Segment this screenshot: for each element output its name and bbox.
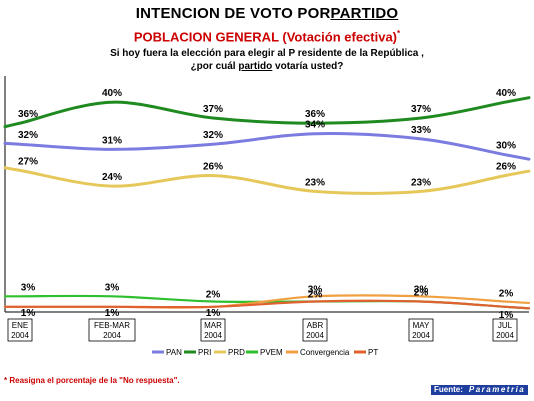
x-tick-label: 2004 [103,331,121,340]
data-label: 3% [414,284,429,295]
x-tick-label: MAY [413,321,430,330]
data-label: 23% [411,177,431,188]
data-label: 3% [308,284,323,295]
data-label: 1% [499,310,514,321]
subtitle-text: POBLACION GENERAL (Votación efectiva) [133,29,398,45]
x-tick-box [408,318,434,342]
data-label: 31% [102,135,122,146]
data-label: 27% [18,156,38,167]
data-label: 1% [21,308,36,319]
data-label: 32% [203,130,223,141]
data-label: 1% [105,308,120,319]
subtitle-mark: * [397,29,401,38]
data-label: 1% [206,308,221,319]
data-label: 3% [105,282,120,293]
question-line-1: Si hoy fuera la elección para elegir al … [110,48,424,59]
x-tick-box [7,318,33,342]
data-label: 3% [21,282,36,293]
data-label: 33% [411,125,431,136]
question-line-2-underlined: partido [238,61,273,72]
data-label: 30% [496,141,516,152]
x-tick-label: 2004 [412,331,430,340]
data-label: 23% [305,177,325,188]
data-label: 2% [414,288,429,299]
x-tick-label: FEB-MAR [94,321,130,330]
x-tick-label: JUL [498,321,513,330]
data-label: 2% [206,290,221,301]
data-label: 26% [203,162,223,173]
data-label: 36% [305,109,325,120]
title-underlined: PARTIDO [330,5,399,22]
title-prefix: INTENCION DE VOTO POR [135,5,331,22]
data-label: 40% [496,88,516,99]
legend-label: PT [368,348,378,357]
x-tick-label: ABR [307,321,324,330]
source-badge: Fuente: Parametria [431,385,528,395]
data-label: 2% [499,289,514,300]
question-line-2-suffix: votaría usted? [272,61,344,72]
legend-label: PAN [166,348,182,357]
legend-label: PRD [228,348,245,357]
series-line-pri [3,96,531,129]
x-tick-label: 2004 [306,331,324,340]
question-line-2-prefix: ¿por cuál [190,61,239,72]
legend-label: Convergencia [300,348,350,357]
series-line-pan [3,132,531,161]
x-tick-label: ENE [12,321,28,330]
survey-question: Si hoy fuera la elección para elegir al … [0,47,534,73]
legend-label: PRI [198,348,211,357]
footnote: * Reasigna el porcentaje de la "No respu… [4,376,180,385]
series-line-prd [3,166,531,195]
x-tick-label: 2004 [11,331,29,340]
data-label: 2% [308,290,323,301]
x-tick-box [88,318,136,342]
series-line-pt [3,299,531,310]
data-label: 37% [411,104,431,115]
chart-title: INTENCION DE VOTO PORPARTIDO [0,5,534,22]
question-line-2: ¿por cuál partido votaría usted? [0,60,534,73]
data-label: 24% [102,172,122,183]
source-label: Fuente: [434,385,463,394]
x-tick-box [302,318,328,342]
data-label: 36% [18,109,38,120]
chart-subtitle: POBLACION GENERAL (Votación efectiva)* [0,29,534,44]
data-label: 37% [203,104,223,115]
data-label: 34% [305,120,325,131]
x-tick-label: 2004 [496,331,514,340]
data-label: 40% [102,88,122,99]
source-name: Parametria [468,385,526,394]
x-tick-label: MAR [204,321,222,330]
x-tick-label: 2004 [204,331,222,340]
data-label: 26% [496,162,516,173]
x-tick-box [200,318,226,342]
legend-label: PVEM [260,348,283,357]
x-tick-box [492,318,518,342]
data-label: 32% [18,130,38,141]
line-chart: ENE2004FEB-MAR2004MAR2004ABR2004MAY2004J… [3,76,531,357]
